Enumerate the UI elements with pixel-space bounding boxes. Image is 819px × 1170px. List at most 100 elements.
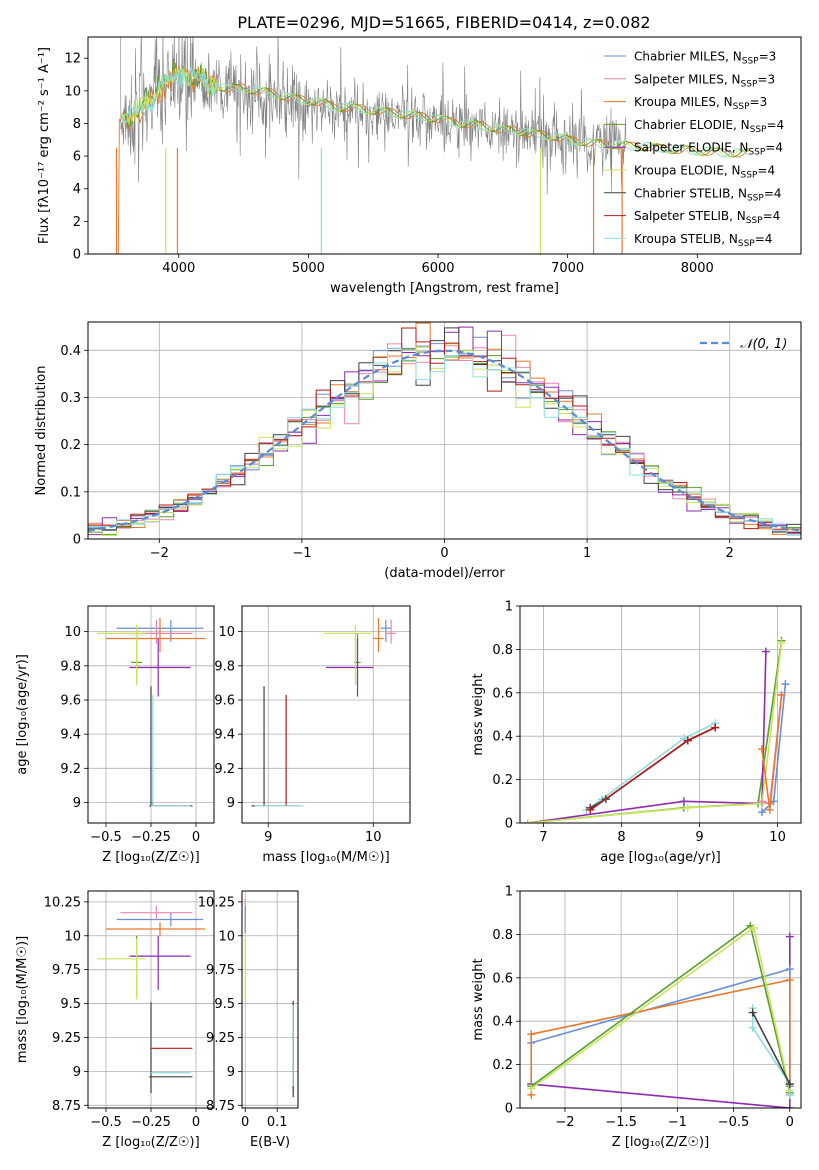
panel-residuals: −2 −1 0 1 2 0 0.1 0.2 0.3 0.4 (data-model)/error No… <box>34 321 802 581</box>
weight-marker <box>527 1084 536 1093</box>
panel-spectrum: 4000 5000 6000 7000 8000 0 2 4 6 8 10 12 wavelength … <box>37 36 802 296</box>
legend-label: 𝒩(0, 1) <box>740 337 787 352</box>
histogram-series <box>88 327 801 533</box>
weight-marker <box>749 923 758 932</box>
y-tick-label: 8.75 <box>206 1099 235 1114</box>
point-salpeter_elodie <box>326 638 374 697</box>
x-tick-label: 7 <box>539 830 547 845</box>
weight-line <box>530 979 791 1095</box>
series-model-line <box>121 66 750 158</box>
y-tick-label: 9.2 <box>60 762 81 777</box>
point-kroupa_miles <box>106 617 205 653</box>
y-tick-label: 9.75 <box>206 963 235 978</box>
weight-line <box>751 1008 791 1095</box>
y-tick-label: 6 <box>73 150 81 165</box>
weight-marker <box>748 1023 757 1032</box>
panel-weight_vs_Z: −2 −1.5 −1 −0.5 0 0 0.2 0.4 0.6 0.8 1 Z [log₁₀(Z/Z☉… <box>471 885 802 1150</box>
y-tick-label: 0.4 <box>492 1015 513 1030</box>
x-tick-label: −0.5 <box>90 1115 122 1130</box>
x-tick-label: 10 <box>769 830 786 845</box>
x-tick-label: 0 <box>786 1115 794 1130</box>
x-tick-label: 0 <box>440 546 448 561</box>
x-tick-label: 1 <box>583 546 591 561</box>
weight-marker <box>757 745 766 754</box>
weight-marker <box>523 819 532 823</box>
point-salpeter_miles <box>385 619 397 644</box>
x-tick-label: 9 <box>695 830 703 845</box>
weight-line <box>527 651 767 823</box>
spectrum-legend: Chabrier MILES, NSSP=3 Salpeter MILES, NS… <box>604 50 784 249</box>
y-tick-label: 10 <box>64 84 81 99</box>
weight-marker <box>761 647 770 656</box>
legend-label: Chabrier ELODIE, NSSP=4 <box>634 118 784 135</box>
plot-area <box>523 636 790 823</box>
normal-curve <box>88 349 801 532</box>
legend-label: Chabrier STELIB, NSSP=4 <box>634 186 782 203</box>
point-chabrier_stelib <box>149 686 193 807</box>
point-chabrier_stelib <box>251 686 301 807</box>
figure-title: PLATE=0296, MJD=51665, FIBERID=0414, z=0… <box>237 13 650 32</box>
y-tick-label: 10 <box>218 625 235 640</box>
weight-marker <box>683 736 692 745</box>
point-chabrier_miles <box>116 912 204 927</box>
histogram-series <box>88 326 801 536</box>
x-tick-label: 0 <box>241 1115 249 1130</box>
x-tick-label: 0.1 <box>267 1115 288 1130</box>
legend-label: Salpeter STELIB, NSSP=4 <box>634 209 780 226</box>
x-axis-label: (data-model)/error <box>384 566 505 581</box>
weight-marker <box>586 805 595 814</box>
x-axis-label: Z [log₁₀(Z/Z☉)] <box>612 1135 709 1150</box>
axes-frame <box>519 605 802 824</box>
x-axis-label: E(B-V) <box>250 1135 290 1150</box>
y-axis-label: Normed distribution <box>34 366 49 496</box>
weight-marker <box>785 1090 794 1099</box>
x-axis-label: wavelength [Angstrom, rest frame] <box>330 281 559 296</box>
series-model-line <box>115 62 750 254</box>
x-axis-label: Z [log₁₀(Z/Z☉)] <box>102 1135 199 1150</box>
series-model-line <box>121 67 750 158</box>
weight-line <box>527 640 783 823</box>
y-tick-label: 0 <box>505 817 513 832</box>
weight-line <box>530 926 791 1091</box>
axes-frame <box>87 890 215 1109</box>
y-tick-label: 0 <box>505 1102 513 1117</box>
y-tick-label: 9.8 <box>60 659 81 674</box>
x-tick-label: 10 <box>365 830 382 845</box>
series-data-line <box>120 37 627 195</box>
panel-mass_vs_Z: −0.5 −0.25 0 8.75 9 9.25 9.5 9.75 10 10.25 Z [log₁… <box>15 890 215 1150</box>
y-axis-label: Flux [fλ10⁻¹⁷ erg cm⁻² s⁻¹ A⁻¹] <box>37 47 52 244</box>
y-tick-label: 9 <box>227 1065 235 1080</box>
x-tick-label: 4000 <box>162 261 195 276</box>
plot-area <box>88 322 801 536</box>
x-tick-label: 9 <box>264 830 272 845</box>
series-model-line <box>121 58 750 158</box>
plot-area <box>115 37 750 254</box>
y-axis-label: mass weight <box>471 958 486 1040</box>
x-tick-label: 7000 <box>551 261 584 276</box>
weight-marker <box>757 808 766 817</box>
y-tick-label: 12 <box>64 52 81 67</box>
y-tick-label: 0.6 <box>492 971 513 986</box>
x-tick-label: 2 <box>726 546 734 561</box>
point-kroupa_elodie <box>97 938 146 1000</box>
panel-mass_vs_ebv: 0 0.1 8.75 9 9.25 9.5 9.75 10 10.25 E(B-V) <box>198 890 299 1150</box>
point-kroupa_elodie <box>323 624 372 685</box>
axes-frame <box>87 321 802 540</box>
x-tick-label: 0 <box>192 1115 200 1130</box>
weight-marker <box>785 965 794 974</box>
y-tick-label: 0.4 <box>60 344 81 359</box>
point-salpeter_elodie <box>129 638 191 697</box>
point-chabrier_stelib <box>149 1002 193 1094</box>
point-salpeter_elodie <box>129 935 191 991</box>
weight-line <box>589 726 716 811</box>
point-kroupa_miles <box>373 617 384 653</box>
weight-marker <box>711 723 720 732</box>
y-tick-label: 10 <box>64 625 81 640</box>
x-tick-label: −1 <box>292 546 311 561</box>
point-chabrier_miles <box>380 619 392 642</box>
y-tick-label: 0.8 <box>492 928 513 943</box>
axes-frame <box>241 605 411 824</box>
x-tick-label: −0.25 <box>131 1115 171 1130</box>
y-tick-label: 9.6 <box>214 693 235 708</box>
